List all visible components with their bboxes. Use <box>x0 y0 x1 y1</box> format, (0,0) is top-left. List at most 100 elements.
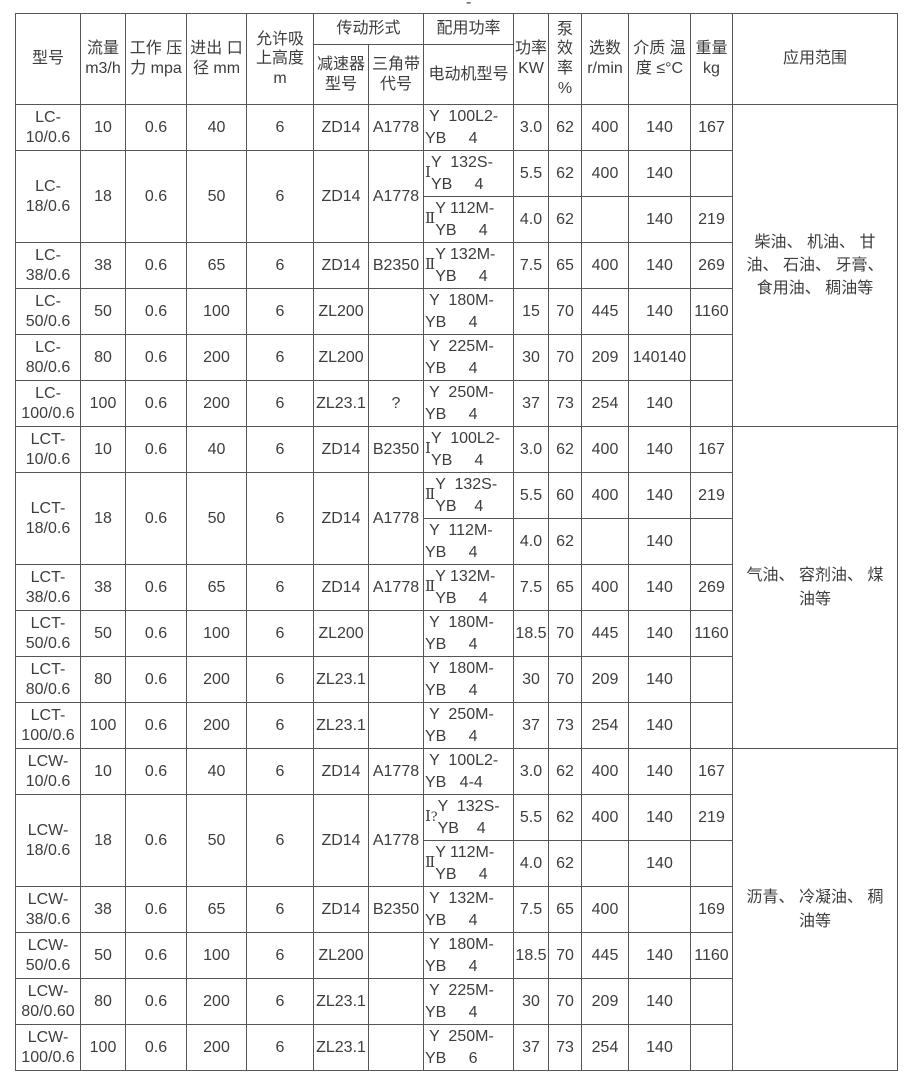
diameter-cell: 65 <box>186 564 247 611</box>
weight-cell <box>690 1024 733 1071</box>
pressure-cell: 0.6 <box>125 748 187 795</box>
table-header: 型号 流量 m3/h 工作 压 力 mpa 进出 口 径 mm 允许吸 上高度 … <box>15 13 898 105</box>
motor-model-text: Y 250M- YB 6 <box>425 1028 494 1067</box>
table-row: LCT- 80/0.6 80 0.6 200 6 ZL23.1 Y 180M- YB 4 3… <box>15 656 898 703</box>
power-cell: 37 <box>513 1024 549 1071</box>
speed-cell <box>581 196 629 243</box>
temperature-cell: 140 <box>628 656 691 703</box>
table-row: LCT- 100/0.6 100 0.6 200 6 ZL23.1 Y 250M- YB … <box>15 702 898 749</box>
speed-cell: 400 <box>581 794 629 841</box>
weight-cell: 167 <box>690 104 733 151</box>
pressure-cell: 0.6 <box>125 1024 187 1071</box>
suction-cell: 6 <box>246 886 314 933</box>
motor-model-text: Y 132M- YB 4 <box>425 890 494 929</box>
efficiency-cell: 62 <box>548 840 582 887</box>
diameter-cell: 100 <box>186 288 247 335</box>
reducer-cell: ZL23.1 <box>313 978 369 1025</box>
flow-cell: 50 <box>80 932 126 979</box>
suction-cell: 6 <box>246 104 314 151</box>
flow-cell: 100 <box>80 380 126 427</box>
efficiency-cell: 70 <box>548 656 582 703</box>
weight-cell: 269 <box>690 564 733 611</box>
diameter-cell: 50 <box>186 472 247 565</box>
suction-cell: 6 <box>246 656 314 703</box>
model-cell: LCW- 100/0.6 <box>15 1024 81 1071</box>
motor-variant-numeral: Ⅱ <box>425 211 436 227</box>
motor-variant-numeral: Ⅱ <box>425 487 436 503</box>
table-row: LCT- 10/0.6 10 0.6 40 6 ZD14 B2350 Ⅰ Y 100L2- YB… <box>15 426 898 749</box>
table-row: LCW- 10/0.6 10 0.6 40 6 ZD14 A1778 Y 100L2- YB… <box>15 748 898 1071</box>
power-cell: 37 <box>513 380 549 427</box>
pressure-cell: 0.6 <box>125 886 187 933</box>
speed-cell: 445 <box>581 610 629 657</box>
pressure-cell: 0.6 <box>125 472 187 565</box>
table-row: LCT- 38/0.6 38 0.6 65 6 ZD14 A1778 Ⅱ Y 132M- YB … <box>15 564 898 611</box>
temperature-cell: 140 <box>628 1024 691 1071</box>
flow-cell: 80 <box>80 978 126 1025</box>
weight-cell <box>690 518 733 565</box>
diameter-cell: 200 <box>186 978 247 1025</box>
motor-model-text: Y 132S- YB 4 <box>437 798 500 837</box>
efficiency-cell: 70 <box>548 288 582 335</box>
suction-cell: 6 <box>246 702 314 749</box>
speed-cell: 254 <box>581 1024 629 1071</box>
flow-cell: 10 <box>80 748 126 795</box>
weight-cell: 169 <box>690 886 733 933</box>
pressure-cell: 0.6 <box>125 150 187 243</box>
vbelt-cell: A1778 <box>368 150 424 243</box>
flow-cell: 10 <box>80 104 126 151</box>
model-cell: LCT- 50/0.6 <box>15 610 81 657</box>
power-cell: 30 <box>513 334 549 381</box>
table-row: LC- 80/0.6 80 0.6 200 6 ZL200 Y 225M- YB 4 30 7… <box>15 334 898 381</box>
diameter-cell: 50 <box>186 150 247 243</box>
diameter-cell: 40 <box>186 104 247 151</box>
speed-cell: 254 <box>581 702 629 749</box>
model-cell: LCT- 10/0.6 <box>15 426 81 473</box>
suction-cell: 6 <box>246 334 314 381</box>
motor-variant-numeral: Ⅱ <box>425 855 436 871</box>
temperature-cell: 140 <box>628 242 691 289</box>
efficiency-cell: 70 <box>548 932 582 979</box>
model-cell: LCW- 38/0.6 <box>15 886 81 933</box>
efficiency-cell: 62 <box>548 150 582 197</box>
motor-model-text: Y 132S- YB 4 <box>435 476 498 515</box>
pressure-cell: 0.6 <box>125 610 187 657</box>
power-cell: 4.0 <box>513 518 549 565</box>
table-row: LC- 100/0.6 100 0.6 200 6 ZL23.1? Y 250M- YB … <box>15 380 898 427</box>
temperature-cell: 140 <box>628 196 691 243</box>
weight-cell: 1160 <box>690 288 733 335</box>
motor-model-text: Y 250M- YB 4 <box>425 706 494 745</box>
vbelt-cell <box>368 610 424 657</box>
reducer-cell: ZL200 <box>313 288 369 335</box>
motor-model-text: Y 225M- YB 4 <box>425 982 494 1021</box>
motor-model-cell: Y 132M- YB 4 <box>423 886 514 933</box>
weight-cell <box>690 334 733 381</box>
motor-model-cell: Ⅰ? Y 132S- YB 4 <box>423 794 514 841</box>
diameter-cell: 65 <box>186 242 247 289</box>
power-cell: 30 <box>513 978 549 1025</box>
speed-cell: 400 <box>581 242 629 289</box>
vbelt-cell <box>368 978 424 1025</box>
motor-model-cell: Y 112M- YB 4 <box>423 518 514 565</box>
efficiency-cell: 65 <box>548 886 582 933</box>
reducer-cell: ZD14 <box>313 104 369 151</box>
motor-model-text: Y 112M- YB 4 <box>435 200 495 239</box>
speed-cell: 400 <box>581 472 629 519</box>
model-cell: LCW- 80/0.60 <box>15 978 81 1025</box>
speed-cell: 445 <box>581 932 629 979</box>
suction-cell: 6 <box>246 794 314 887</box>
flow-cell: 50 <box>80 610 126 657</box>
speed-cell: 254 <box>581 380 629 427</box>
diameter-cell: 200 <box>186 656 247 703</box>
header-weight: 重量 kg <box>690 13 733 105</box>
model-cell: LCT- 18/0.6 <box>15 472 81 565</box>
header-efficiency: 泵 效 率 % <box>548 13 582 105</box>
pressure-cell: 0.6 <box>125 978 187 1025</box>
power-cell: 18.5 <box>513 932 549 979</box>
temperature-cell: 140 <box>628 932 691 979</box>
temperature-cell: 140 <box>628 564 691 611</box>
motor-variant-numeral: Ⅰ? <box>425 809 438 825</box>
motor-model-text: Y 180M- YB 4 <box>425 936 494 975</box>
reducer-cell: ZD14 <box>313 564 369 611</box>
vbelt-cell <box>368 288 424 335</box>
